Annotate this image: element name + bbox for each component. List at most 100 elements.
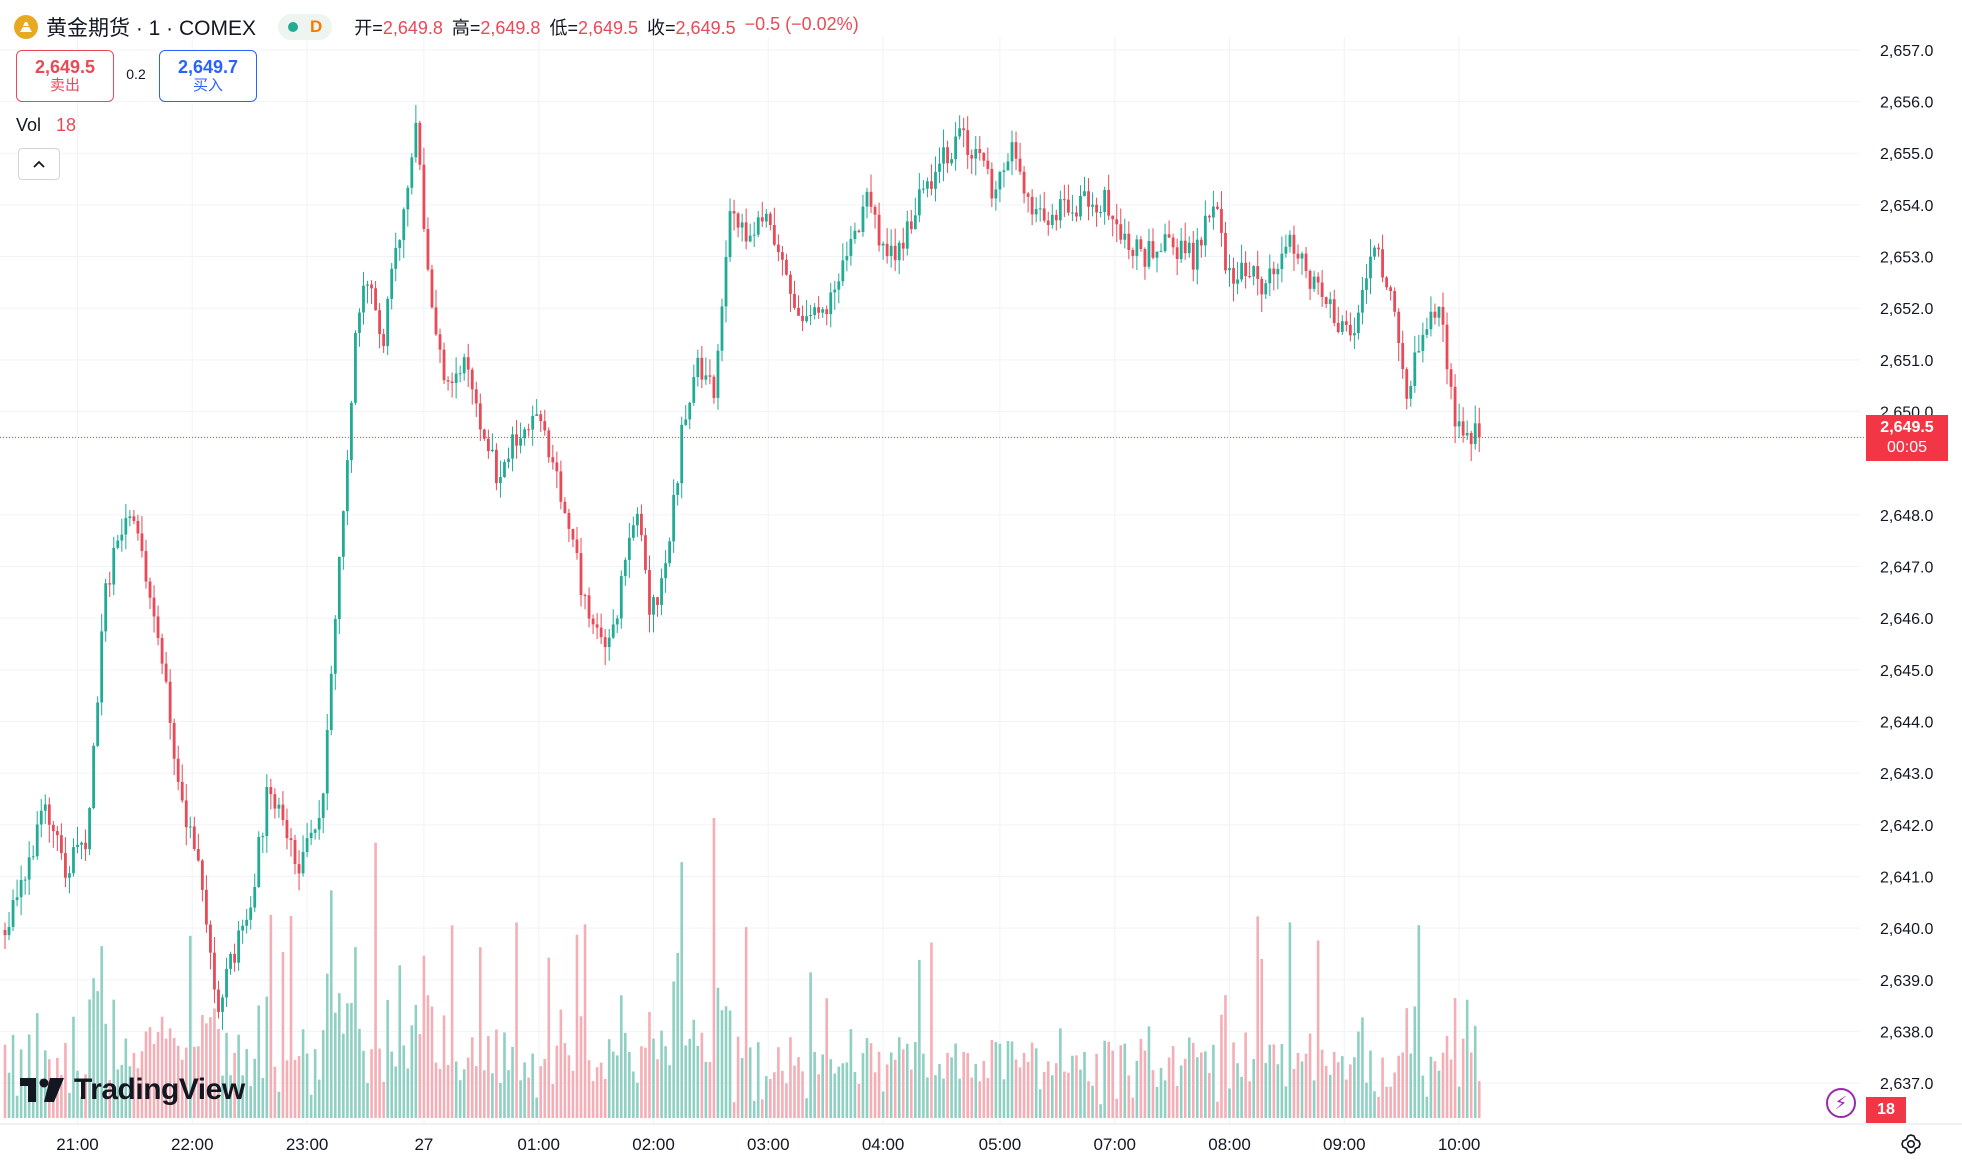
- volume-bar: [1421, 1075, 1425, 1118]
- volume-bar: [914, 1042, 917, 1118]
- candle-body: [88, 808, 91, 850]
- volume-bar: [720, 1010, 724, 1118]
- volume-bar: [64, 1043, 67, 1118]
- volume-legend-label[interactable]: Vol: [16, 115, 42, 135]
- candle-body: [297, 864, 301, 874]
- volume-bar: [483, 1070, 486, 1118]
- volume-bar: [1220, 1014, 1223, 1118]
- sell-button[interactable]: 2,649.5 卖出: [16, 50, 114, 102]
- candle-body: [853, 230, 857, 240]
- volume-bar: [1111, 1050, 1114, 1118]
- candle-body: [257, 836, 261, 887]
- candle-body: [92, 745, 96, 809]
- candle-body: [1240, 262, 1243, 280]
- candle-body: [732, 211, 736, 214]
- delay-badge: D: [310, 17, 323, 36]
- market-status-pill[interactable]: D: [278, 14, 333, 40]
- candle-body: [1062, 199, 1066, 201]
- volume-bar: [1059, 1028, 1062, 1118]
- price-tick-label: 2,639.0: [1880, 973, 1933, 990]
- volume-bar: [1477, 1081, 1481, 1118]
- volume-bar: [587, 1060, 591, 1118]
- volume-bar: [454, 1061, 458, 1118]
- volume-bar: [197, 1046, 200, 1118]
- volume-bar: [462, 1069, 466, 1118]
- last-price-value: 2,649.5: [1880, 419, 1934, 437]
- volume-bar: [205, 1023, 208, 1118]
- volume-bar: [1308, 1033, 1312, 1118]
- settings-gear-icon[interactable]: [1898, 1131, 1924, 1157]
- candle-body: [740, 222, 744, 228]
- candle-body: [43, 804, 47, 811]
- time-tick-label: 01:00: [517, 1135, 560, 1154]
- collapse-legend-button[interactable]: [18, 148, 60, 180]
- volume-bar: [1437, 1070, 1441, 1118]
- volume-bar: [716, 987, 720, 1118]
- volume-bar: [1381, 1057, 1384, 1118]
- volume-bar: [611, 1051, 615, 1118]
- price-tick-label: 2,642.0: [1880, 818, 1933, 835]
- volume-bar: [1050, 1075, 1054, 1118]
- price-axis[interactable]: 2,657.0 2,656.0 2,655.0 2,654.0 2,653.0 2,652…: [1880, 43, 1933, 1093]
- symbol-title[interactable]: 黄金期货 · 1 · COMEX: [46, 17, 257, 40]
- volume-histogram: [3, 818, 1481, 1118]
- candle-body: [394, 248, 398, 269]
- candle-body: [422, 164, 426, 229]
- volume-bar: [1175, 1085, 1179, 1118]
- time-tick-label: 02:00: [632, 1135, 675, 1154]
- candle-body: [229, 953, 232, 969]
- volume-bar: [958, 1078, 961, 1118]
- candle-body: [599, 627, 603, 638]
- candle-body: [51, 824, 55, 832]
- time-axis[interactable]: 21:00 22:00 23:00 27 01:00 02:00 03:00 04:00 05:…: [56, 1135, 1480, 1154]
- candle-body: [1465, 432, 1469, 436]
- volume-bar: [1429, 1056, 1433, 1118]
- volume-bar: [1357, 1031, 1360, 1118]
- volume-bar: [607, 1039, 611, 1118]
- volume-bar: [511, 1046, 514, 1118]
- volume-bar: [942, 1078, 945, 1118]
- candle-body: [414, 122, 418, 158]
- volume-bar: [1401, 1052, 1405, 1118]
- candle-body: [515, 434, 518, 446]
- volume-bar: [148, 1027, 152, 1118]
- tradingview-logo[interactable]: TradingView: [20, 1073, 245, 1107]
- volume-bar: [386, 999, 389, 1118]
- volume-bar: [184, 1047, 188, 1118]
- volume-bar: [652, 1038, 655, 1118]
- candle-body: [764, 213, 768, 222]
- volume-bar: [350, 1002, 353, 1118]
- candle-body: [829, 292, 833, 315]
- candle-body: [934, 171, 937, 189]
- candle-body: [80, 842, 83, 845]
- price-tick-label: 2,638.0: [1880, 1024, 1933, 1041]
- candle-body: [192, 826, 196, 849]
- volume-bar: [1244, 1032, 1247, 1118]
- candle-body: [237, 930, 241, 963]
- volume-bar: [583, 924, 587, 1118]
- volume-bar: [591, 1081, 595, 1118]
- buy-button[interactable]: 2,649.7 买入: [159, 50, 257, 102]
- volume-bar: [479, 947, 482, 1118]
- volume-bar: [84, 1074, 87, 1118]
- volume-bar: [1236, 1063, 1239, 1118]
- candle-body: [990, 168, 994, 199]
- volume-bar: [321, 1030, 325, 1118]
- volume-bar: [39, 1078, 43, 1118]
- volume-bar: [1328, 1074, 1332, 1118]
- lightning-icon[interactable]: ⚡: [1826, 1088, 1856, 1118]
- candle-body: [1373, 247, 1376, 257]
- candle-body: [1167, 234, 1171, 238]
- gold-symbol-icon[interactable]: [14, 15, 38, 39]
- volume-bar: [777, 1047, 780, 1118]
- candle-body: [382, 334, 386, 347]
- price-tick-label: 2,637.0: [1880, 1076, 1933, 1093]
- candle-body: [1187, 242, 1191, 254]
- volume-bar: [728, 1010, 732, 1118]
- candle-body: [140, 533, 144, 552]
- volume-bar: [660, 1030, 663, 1118]
- candle-body: [1155, 251, 1159, 258]
- volume-bar: [108, 1079, 112, 1118]
- volume-bar: [644, 1047, 647, 1118]
